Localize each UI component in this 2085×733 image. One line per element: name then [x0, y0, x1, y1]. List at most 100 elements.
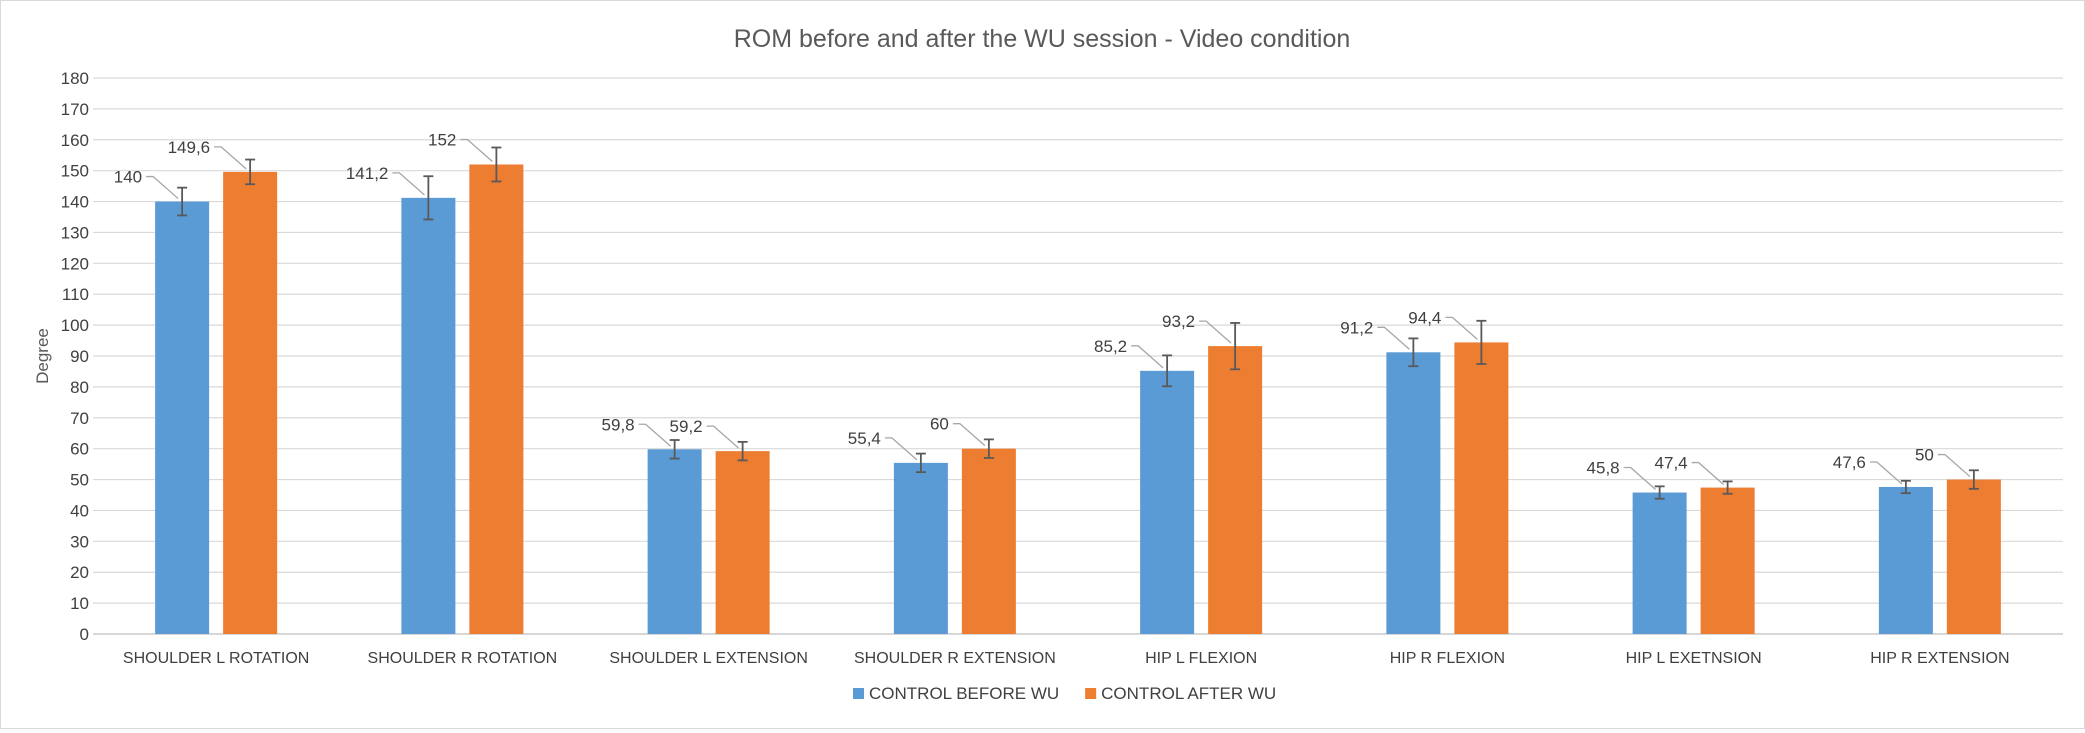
data-label: 140: [114, 168, 142, 187]
bar: [1878, 486, 1933, 634]
legend-label: CONTROL AFTER WU: [1101, 684, 1276, 703]
chart-title: ROM before and after the WU session - Vi…: [734, 25, 1351, 53]
error-bar: [423, 175, 434, 221]
data-label-leader: [146, 175, 179, 200]
error-bar: [983, 438, 994, 459]
y-tick-label: 130: [61, 223, 89, 242]
y-tick-label: 160: [61, 131, 89, 150]
error-bar: [177, 186, 188, 217]
data-label: 141,2: [346, 164, 389, 183]
x-tick-label: SHOULDER R ROTATION: [368, 650, 558, 667]
y-tick-label: 70: [70, 409, 89, 428]
data-label-leader: [884, 437, 918, 461]
data-label-leader: [392, 172, 425, 196]
data-label: 93,2: [1162, 312, 1195, 331]
x-tick-label: HIP R FLEXION: [1390, 650, 1505, 667]
error-bar: [1408, 337, 1419, 368]
x-tick-label: HIP R EXTENSION: [1870, 650, 2009, 667]
x-tick-label: HIP L EXETNSION: [1626, 650, 1762, 667]
y-tick-label: 10: [70, 594, 89, 613]
data-label: 91,2: [1340, 318, 1373, 337]
bar: [1946, 479, 2001, 634]
y-tick-label: 100: [61, 316, 89, 335]
y-tick-label: 170: [61, 100, 89, 119]
y-tick-label: 150: [61, 162, 89, 181]
y-tick-label: 140: [61, 193, 89, 212]
error-bars: [177, 146, 1979, 500]
data-label: 47,6: [1833, 453, 1866, 472]
data-label-leader: [1691, 461, 1725, 486]
data-label-leader: [460, 138, 493, 162]
data-label: 59,8: [602, 415, 635, 434]
bar: [961, 448, 1016, 634]
legend-item: CONTROL BEFORE WU: [853, 684, 1059, 703]
y-tick-label: 120: [61, 254, 89, 273]
data-label-leader: [1869, 461, 1903, 485]
bar: [715, 451, 770, 634]
data-label-leader: [1445, 316, 1478, 340]
bar: [1700, 487, 1755, 634]
data-label-leader: [214, 146, 247, 170]
data-label-leader: [1199, 320, 1232, 344]
legend-label: CONTROL BEFORE WU: [869, 684, 1059, 703]
bar: [647, 449, 702, 634]
error-bar: [1230, 322, 1241, 371]
data-label-leader: [952, 423, 986, 447]
data-label-leader: [1623, 466, 1657, 491]
x-axis-ticks: SHOULDER L ROTATION SHOULDER R ROTATION SH…: [123, 650, 2010, 667]
error-bar: [1654, 485, 1665, 500]
bar: [155, 201, 210, 635]
data-label-leader: [638, 423, 672, 447]
data-label-leader: [1377, 326, 1410, 350]
y-tick-label: 90: [70, 347, 89, 366]
y-axis-label: Degree: [33, 328, 52, 384]
error-bar: [737, 440, 748, 462]
bar: [401, 197, 456, 635]
data-label: 94,4: [1408, 308, 1441, 327]
error-bar: [1722, 480, 1733, 495]
bar: [223, 171, 278, 634]
y-tick-label: 180: [61, 69, 89, 88]
data-label: 59,2: [670, 417, 703, 436]
data-label: 85,2: [1094, 337, 1127, 356]
data-label: 60: [930, 415, 949, 434]
bars: [155, 164, 2001, 635]
data-label: 149,6: [168, 138, 211, 157]
legend: CONTROL BEFORE WU CONTROL AFTER WU: [853, 684, 1276, 703]
bar: [469, 164, 524, 634]
data-label: 152: [428, 130, 456, 149]
bar: [1140, 370, 1195, 634]
error-bar: [1162, 354, 1173, 388]
y-tick-label: 80: [70, 378, 89, 397]
x-tick-label: SHOULDER R EXTENSION: [854, 650, 1056, 667]
data-labels: 140 149,6 141,2 152 59,8 59,2 55,4 60 85,2 93,2 91…: [114, 130, 1971, 491]
y-tick-label: 60: [70, 440, 89, 459]
y-tick-label: 40: [70, 501, 89, 520]
error-bar: [669, 439, 680, 460]
gridlines: [93, 77, 2063, 635]
error-bar: [1968, 469, 1979, 490]
data-label-leader: [706, 425, 740, 449]
bar: [893, 462, 948, 634]
bar: [1208, 346, 1263, 634]
data-label-leader: [1937, 453, 1971, 478]
bar: [1386, 352, 1441, 634]
y-tick-label: 0: [80, 625, 89, 644]
data-label: 47,4: [1655, 454, 1688, 473]
data-label: 45,8: [1587, 459, 1620, 478]
y-axis-ticks: 0 10 20 30 40 50 60 70 80 90 100 110 120 130 140 150 160…: [61, 69, 89, 644]
data-label: 50: [1915, 446, 1934, 465]
y-tick-label: 20: [70, 563, 89, 582]
y-tick-label: 110: [62, 285, 89, 304]
error-bar: [491, 146, 502, 183]
data-label: 55,4: [848, 429, 881, 448]
x-tick-label: HIP L FLEXION: [1145, 650, 1257, 667]
y-tick-label: 30: [70, 532, 89, 551]
y-tick-label: 50: [70, 471, 89, 490]
bar: [1632, 492, 1687, 634]
legend-swatch: [1085, 688, 1097, 699]
legend-swatch: [853, 688, 864, 699]
x-tick-label: SHOULDER L ROTATION: [123, 650, 309, 667]
